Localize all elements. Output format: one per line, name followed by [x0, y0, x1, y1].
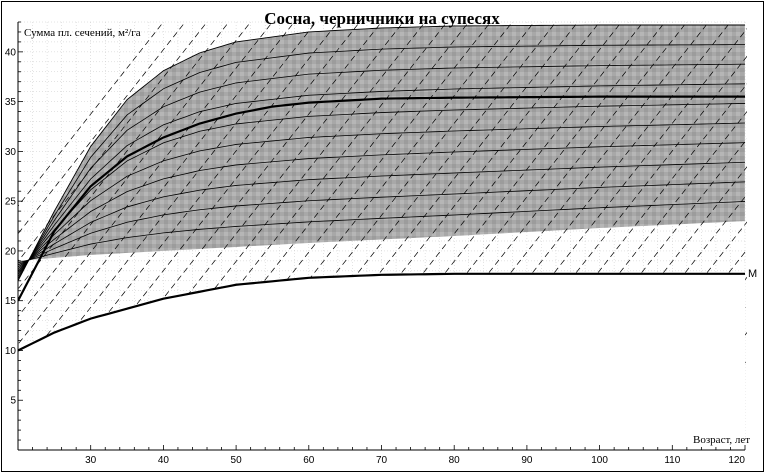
y-tick-label: 5	[10, 396, 16, 407]
stocking-lines	[18, 22, 747, 450]
x-tick-label: 50	[231, 455, 243, 466]
shaded-region	[18, 24, 745, 281]
x-tick-label: 80	[449, 455, 461, 466]
y-tick-label: 25	[5, 197, 17, 208]
isoline	[18, 142, 746, 270]
stocking-line	[134, 22, 426, 391]
stocking-line	[18, 22, 186, 235]
y-tick-label: 30	[5, 147, 17, 158]
stocking-line	[18, 22, 164, 207]
stocking-line	[18, 22, 273, 345]
stocking-line	[199, 22, 491, 391]
stocking-line	[155, 22, 448, 391]
stocking-line	[352, 22, 644, 391]
stocking-line	[18, 22, 208, 262]
isoline	[18, 44, 746, 279]
y-tick-label: 20	[5, 246, 17, 257]
stocking-line	[417, 22, 709, 391]
stocking-line	[24, 22, 317, 391]
stocking-line	[395, 22, 688, 391]
isolines	[18, 44, 746, 279]
isoline	[18, 122, 746, 272]
stocking-line	[243, 22, 535, 391]
x-tick-label: 60	[303, 455, 315, 466]
stocking-line	[46, 22, 339, 391]
x-tick-label: 120	[728, 455, 745, 466]
stocking-line	[286, 22, 579, 391]
below-m-mask	[18, 273, 745, 450]
x-tick-label: 90	[521, 455, 533, 466]
x-tick-label: 110	[664, 455, 680, 466]
stocking-line	[18, 22, 295, 373]
isoline	[18, 161, 746, 268]
stocking-line	[504, 83, 747, 391]
y-tick-label: 10	[5, 346, 17, 357]
stocking-line	[592, 193, 747, 391]
stocking-line	[221, 22, 513, 391]
x-tick-label: 70	[376, 455, 388, 466]
stocking-line	[68, 22, 360, 391]
y-tick-label: 35	[5, 97, 17, 108]
stocking-line	[570, 166, 747, 391]
min-curve-m-line	[18, 272, 745, 352]
y-axis-label: Сумма пл. сечений, м²/га	[24, 27, 141, 39]
stocking-line	[18, 22, 251, 318]
shaded-zone	[18, 24, 745, 281]
stocking-line	[439, 22, 731, 391]
upper-envelope-line	[18, 24, 745, 281]
y-tick-label: 15	[5, 296, 17, 307]
stocking-line	[526, 110, 747, 391]
x-axis-label: Возраст, лет	[693, 434, 750, 446]
stocking-line	[112, 22, 404, 391]
x-tick-label: 100	[591, 455, 608, 466]
stocking-line	[177, 22, 470, 391]
stocking-line	[330, 22, 622, 391]
main-curve-line	[18, 95, 745, 302]
isoline	[18, 63, 746, 278]
x-tick-label: 30	[85, 455, 97, 466]
stocking-line	[548, 138, 747, 391]
chart-title: Сосна, черничники на супесях	[264, 9, 500, 28]
isoline	[18, 181, 746, 266]
isoline	[18, 103, 746, 274]
stocking-line	[264, 22, 557, 391]
stocking-line	[18, 22, 230, 290]
stocking-line	[373, 22, 666, 391]
stocking-line	[461, 28, 747, 391]
y-tick-label: 40	[5, 47, 17, 58]
tick-labels: 5 10 15 20 25 30 35 40 30 40 50 60 70 80 90 100 110 120	[5, 47, 746, 466]
curve-label-m: M	[748, 268, 757, 280]
x-tick-label: 40	[158, 455, 170, 466]
stocking-line	[308, 22, 600, 391]
axes	[17, 21, 746, 451]
curves	[18, 24, 745, 352]
isoline	[18, 201, 746, 264]
isoline	[18, 83, 746, 276]
